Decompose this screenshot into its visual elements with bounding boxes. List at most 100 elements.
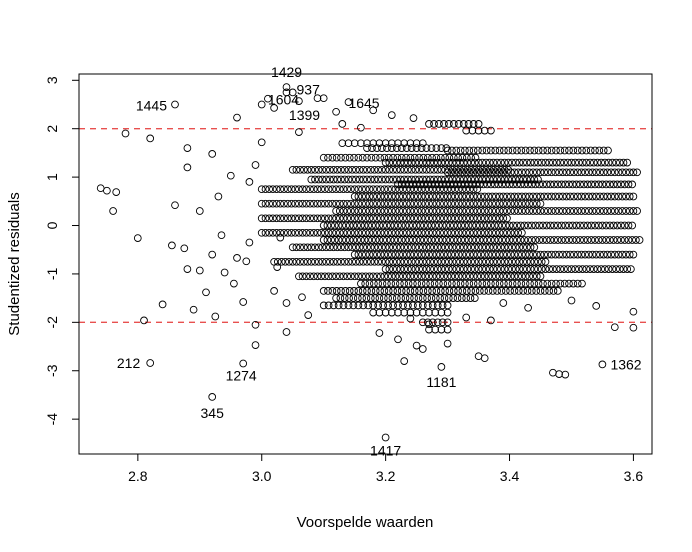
data-point [592,302,601,310]
data-point [405,180,414,189]
data-point [498,180,506,189]
data-point [467,175,475,184]
data-point [568,180,577,189]
data-point [402,272,411,281]
data-point [427,294,436,302]
data-point [337,257,345,266]
data-point [539,236,547,244]
data-point [469,185,478,194]
data-point [458,153,467,162]
data-point [383,144,391,152]
data-point [300,257,308,266]
data-point [501,287,510,295]
data-point [602,236,611,244]
data-point [306,228,314,237]
data-point [354,250,363,259]
data-point [441,153,449,162]
data-point [407,144,416,152]
data-point [550,180,558,189]
data-point [451,228,459,237]
data-point [412,308,421,317]
data-point [613,221,622,230]
data-point [598,221,607,230]
data-point [378,144,386,152]
data-point [444,257,453,266]
data-point [298,185,307,194]
data-point [183,265,192,273]
data-point [370,243,379,252]
data-point [439,279,448,288]
data-point [378,243,386,252]
data-point [418,318,427,327]
data-point [395,199,404,208]
data-point [454,199,463,208]
data-point [306,199,314,208]
data-point [391,207,400,215]
data-point [350,214,359,223]
data-point [396,165,405,174]
data-point [394,308,402,317]
data-point [269,185,277,194]
data-point [458,199,467,208]
data-point [463,257,472,266]
data-point [535,221,544,230]
data-point [389,257,397,266]
data-point [432,153,441,162]
data-point [282,299,291,307]
data-point [428,301,437,310]
data-point [547,207,556,215]
data-point [410,250,418,259]
data-point [558,192,567,201]
data-point [406,139,415,148]
data-point [503,250,511,259]
data-point [551,250,560,259]
data-point [629,168,638,177]
data-point [373,250,381,259]
data-point [586,265,594,273]
data-point [425,199,433,208]
data-point [596,250,604,259]
data-point [369,199,378,208]
data-point [440,294,449,302]
data-point [610,323,619,332]
data-point [171,201,179,210]
data-point [577,250,586,259]
data-point [614,168,623,177]
data-point [599,250,608,259]
data-point [417,279,426,288]
data-point [287,199,296,208]
data-point [435,221,443,230]
data-point [261,185,270,194]
data-point [295,228,303,237]
data-point [412,236,421,244]
data-point [357,221,365,230]
data-point [569,279,578,288]
data-point [384,185,392,194]
point-label: 1417 [370,443,401,459]
data-point [466,214,474,223]
data-point [500,243,509,252]
data-point [380,207,389,215]
x-tick-label: 3.0 [252,468,272,484]
data-point [324,153,332,162]
data-point [536,199,545,208]
data-point [406,207,415,215]
reference-lines [79,128,652,323]
data-point [591,236,599,244]
data-point [447,185,456,194]
data-point [337,153,345,162]
data-point [583,221,592,230]
data-point [457,236,466,244]
data-point [339,207,348,215]
data-point [399,214,407,223]
data-point [492,228,500,237]
y-tick-label: 2 [44,125,60,133]
data-point [515,265,524,273]
data-point [552,279,560,288]
data-point [440,120,448,128]
data-point [426,175,435,184]
data-point [504,257,513,266]
data-point [620,221,629,230]
data-point [375,236,384,244]
data-point [552,146,560,155]
